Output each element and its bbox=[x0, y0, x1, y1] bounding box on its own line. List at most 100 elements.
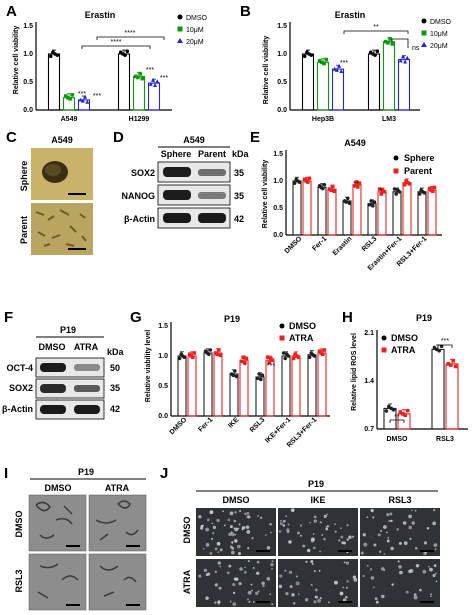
data-point bbox=[405, 55, 410, 60]
cell bbox=[234, 511, 237, 514]
data-point bbox=[417, 192, 422, 196]
cell bbox=[348, 535, 352, 539]
data-point bbox=[347, 201, 352, 205]
data-point bbox=[155, 79, 160, 84]
cell bbox=[198, 515, 202, 519]
sig-mark: *** bbox=[160, 75, 168, 82]
cell bbox=[230, 532, 235, 537]
legend-label: Sphere bbox=[404, 153, 435, 163]
data-point bbox=[320, 60, 324, 65]
legend-marker-dmso bbox=[381, 335, 387, 341]
data-point bbox=[80, 98, 85, 103]
cell bbox=[269, 522, 272, 526]
cell bbox=[428, 565, 430, 568]
cell bbox=[230, 550, 235, 555]
cell bbox=[312, 533, 315, 535]
col-label: IKE bbox=[310, 495, 325, 505]
data-point bbox=[398, 58, 403, 63]
cell bbox=[310, 560, 314, 564]
cell bbox=[239, 567, 243, 571]
data-point bbox=[239, 359, 244, 364]
cell bbox=[326, 525, 330, 528]
lane-label: Parent bbox=[198, 149, 226, 159]
data-point bbox=[334, 68, 339, 72]
panel-e: E A549 Relative cell viability 0.0 0.5 1… bbox=[250, 129, 442, 272]
cell bbox=[248, 600, 251, 603]
cell bbox=[327, 601, 330, 604]
data-point bbox=[322, 348, 327, 352]
panel-b: B Erastin Relative cell viability 0.0 0.… bbox=[240, 3, 452, 123]
data-point bbox=[140, 76, 145, 81]
kda-value: 50 bbox=[110, 363, 120, 373]
data-point bbox=[377, 187, 382, 191]
data-point bbox=[388, 37, 392, 41]
bar bbox=[47, 53, 61, 111]
ytick: 0.7 bbox=[364, 426, 374, 433]
cell bbox=[203, 568, 208, 573]
data-point bbox=[431, 189, 435, 194]
cell bbox=[402, 521, 407, 525]
data-point bbox=[192, 351, 197, 355]
cell bbox=[252, 567, 255, 570]
data-point bbox=[191, 355, 195, 359]
cell bbox=[340, 527, 342, 530]
cell bbox=[231, 546, 235, 550]
data-point bbox=[372, 200, 377, 204]
cell bbox=[244, 566, 246, 569]
cell bbox=[214, 547, 218, 551]
xtick: RSL3 bbox=[249, 416, 267, 434]
data-point bbox=[270, 358, 275, 362]
cell bbox=[362, 533, 366, 537]
sig-bracket bbox=[389, 419, 405, 423]
panel-label-f: F bbox=[4, 309, 13, 326]
panel-e-title: A549 bbox=[344, 138, 366, 148]
data-point bbox=[177, 356, 182, 361]
cell bbox=[214, 601, 217, 604]
cell bbox=[399, 570, 403, 575]
data-point bbox=[453, 364, 458, 369]
data-point bbox=[182, 355, 187, 360]
data-point bbox=[297, 180, 302, 184]
cell bbox=[342, 598, 347, 602]
cell bbox=[345, 595, 348, 599]
legend-label: DMSO bbox=[289, 321, 316, 331]
panel-h-bars bbox=[383, 344, 459, 430]
ytick: 0.5 bbox=[277, 79, 287, 86]
cell bbox=[379, 530, 382, 533]
data-point bbox=[78, 97, 83, 102]
row-label: DMSO bbox=[182, 517, 192, 544]
cell bbox=[433, 508, 436, 512]
data-point bbox=[405, 408, 410, 413]
bar bbox=[392, 191, 402, 236]
blot-band bbox=[40, 384, 66, 393]
data-point bbox=[63, 94, 68, 98]
data-point bbox=[138, 71, 142, 76]
panel-g-bars bbox=[177, 348, 327, 417]
panel-c: C A549 Sphere Parent bbox=[6, 129, 93, 255]
cell bbox=[205, 596, 209, 600]
cell bbox=[334, 580, 338, 585]
data-point bbox=[259, 377, 263, 382]
cell bbox=[383, 553, 386, 555]
cell bbox=[313, 570, 316, 573]
cell bbox=[338, 539, 341, 542]
xtick: DMSO bbox=[169, 416, 189, 436]
cell bbox=[430, 593, 433, 596]
panel-label-b: B bbox=[240, 3, 251, 20]
bar bbox=[213, 352, 223, 417]
bar bbox=[292, 180, 302, 236]
cell bbox=[229, 600, 232, 603]
data-point bbox=[337, 64, 342, 68]
xtick: DMSO bbox=[284, 235, 304, 255]
panel-g-yticks: 0.0 0.5 1.0 1.5 bbox=[158, 323, 168, 420]
blot-strip bbox=[35, 357, 105, 378]
cell bbox=[422, 569, 427, 574]
sig-bracket bbox=[96, 36, 165, 40]
cell bbox=[209, 552, 213, 555]
panel-h: H P19 Relative lipid ROS level 0.7 1.4 2… bbox=[342, 309, 468, 443]
ytick: 1.5 bbox=[158, 323, 168, 330]
cell bbox=[286, 528, 290, 532]
data-point bbox=[215, 352, 219, 356]
panel-c-row-label: Parent bbox=[19, 216, 29, 244]
panel-d: D A549 Sphere Parent kDa SOX2 NANOG β-Ac… bbox=[113, 129, 250, 229]
